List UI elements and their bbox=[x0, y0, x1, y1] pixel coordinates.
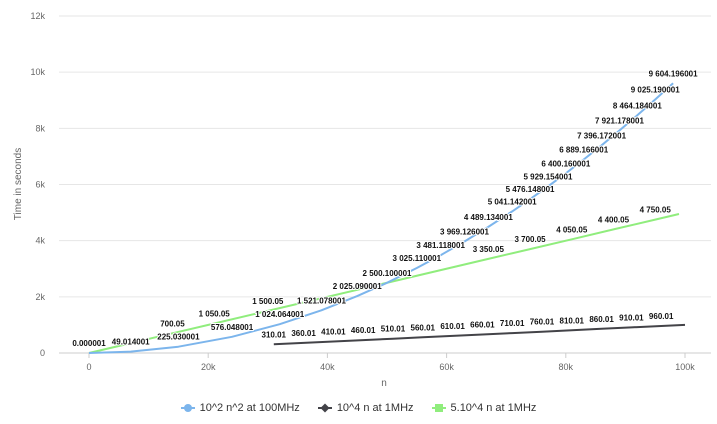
data-label: 3 700.05 bbox=[514, 235, 546, 244]
x-axis-title: n bbox=[381, 378, 387, 389]
data-label: 3 025.110001 bbox=[393, 254, 442, 263]
y-axis-title: Time in seconds bbox=[13, 148, 24, 220]
data-label: 810.01 bbox=[560, 316, 585, 325]
data-label: 8 464.184001 bbox=[613, 101, 662, 110]
data-label: 910.01 bbox=[619, 313, 644, 322]
data-label: 510.01 bbox=[381, 325, 406, 334]
legend-label: 10^2 n^2 at 100MHz bbox=[199, 402, 300, 414]
data-label: 0.000001 bbox=[72, 339, 106, 348]
data-label: 2 500.100001 bbox=[363, 269, 412, 278]
data-label: 576.048001 bbox=[211, 323, 254, 332]
data-label: 2 025.090001 bbox=[333, 282, 382, 291]
data-label: 5 476.148001 bbox=[506, 185, 555, 194]
data-label: 710.01 bbox=[500, 319, 525, 328]
data-label: 7 396.172001 bbox=[577, 131, 626, 140]
data-label: 7 921.178001 bbox=[595, 117, 644, 126]
series-line-2 bbox=[273, 323, 686, 346]
series-line-3 bbox=[88, 213, 680, 354]
data-label: 6 400.160001 bbox=[541, 159, 590, 168]
legend-marker-icon bbox=[180, 403, 195, 413]
legend-item-series-1[interactable]: 10^2 n^2 at 100MHz bbox=[180, 402, 300, 414]
series-layer bbox=[88, 82, 686, 354]
y-tick-label: 6k bbox=[35, 180, 45, 190]
data-label: 560.01 bbox=[411, 323, 436, 332]
data-label: 3 350.05 bbox=[473, 245, 505, 254]
data-label: 1 024.064001 bbox=[255, 310, 304, 319]
data-label: 6 889.166001 bbox=[559, 146, 608, 155]
x-tick-label: 80k bbox=[559, 362, 574, 372]
legend-marker-icon bbox=[431, 403, 446, 413]
y-tick-label: 8k bbox=[35, 123, 45, 133]
data-label: 49.014001 bbox=[112, 338, 150, 347]
y-tick-label: 2k bbox=[35, 292, 45, 302]
x-tick-label: 20k bbox=[201, 362, 216, 372]
legend-label: 5.10^4 n at 1MHz bbox=[450, 402, 537, 414]
series-line-1 bbox=[88, 82, 674, 354]
data-label: 225.030001 bbox=[157, 333, 200, 342]
data-label: 610.01 bbox=[440, 322, 465, 331]
data-label: 1 050.05 bbox=[199, 310, 231, 319]
data-label: 9 025.190001 bbox=[631, 86, 680, 95]
data-label: 660.01 bbox=[470, 320, 495, 329]
data-label: 700.05 bbox=[160, 319, 185, 328]
data-label: 9 604.196001 bbox=[649, 69, 698, 78]
data-label: 4 489.134001 bbox=[464, 213, 513, 222]
y-tick-label: 12k bbox=[30, 11, 45, 21]
x-tick-label: 0 bbox=[86, 362, 91, 372]
legend: 10^2 n^2 at 100MHz 10^4 n at 1MHz 5.10^4… bbox=[0, 402, 717, 414]
data-label: 4 400.05 bbox=[598, 215, 630, 224]
x-tick-label: 60k bbox=[439, 362, 454, 372]
data-label: 860.01 bbox=[589, 315, 614, 324]
data-label: 3 969.126001 bbox=[440, 228, 489, 237]
data-label: 360.01 bbox=[291, 329, 316, 338]
data-label: 410.01 bbox=[321, 327, 346, 336]
y-tick-label: 4k bbox=[35, 236, 45, 246]
data-label: 1 500.05 bbox=[252, 297, 284, 306]
data-label: 460.01 bbox=[351, 326, 376, 335]
legend-marker-icon bbox=[317, 403, 332, 413]
legend-item-series-2[interactable]: 10^4 n at 1MHz bbox=[317, 402, 414, 414]
grid bbox=[59, 15, 711, 358]
x-tick-label: 100k bbox=[675, 362, 695, 372]
y-tick-label: 0 bbox=[40, 348, 45, 358]
data-label: 1 521.078001 bbox=[297, 296, 346, 305]
data-label: 960.01 bbox=[649, 312, 674, 321]
data-label: 4 050.05 bbox=[556, 225, 588, 234]
y-tick-label: 10k bbox=[30, 67, 45, 77]
axes: Time in seconds n 0 2k 4k 6k 8k 10k 12k 0 20k 40k… bbox=[13, 11, 695, 389]
data-label: 5 929.154001 bbox=[523, 172, 572, 181]
data-label: 5 041.142001 bbox=[488, 197, 537, 206]
legend-label: 10^4 n at 1MHz bbox=[336, 402, 414, 414]
data-label: 4 750.05 bbox=[640, 206, 672, 215]
legend-item-series-3[interactable]: 5.10^4 n at 1MHz bbox=[431, 402, 537, 414]
x-tick-label: 40k bbox=[320, 362, 335, 372]
data-label: 760.01 bbox=[530, 318, 555, 327]
data-label: 3 481.118001 bbox=[416, 241, 465, 250]
data-label: 310.01 bbox=[262, 330, 287, 339]
